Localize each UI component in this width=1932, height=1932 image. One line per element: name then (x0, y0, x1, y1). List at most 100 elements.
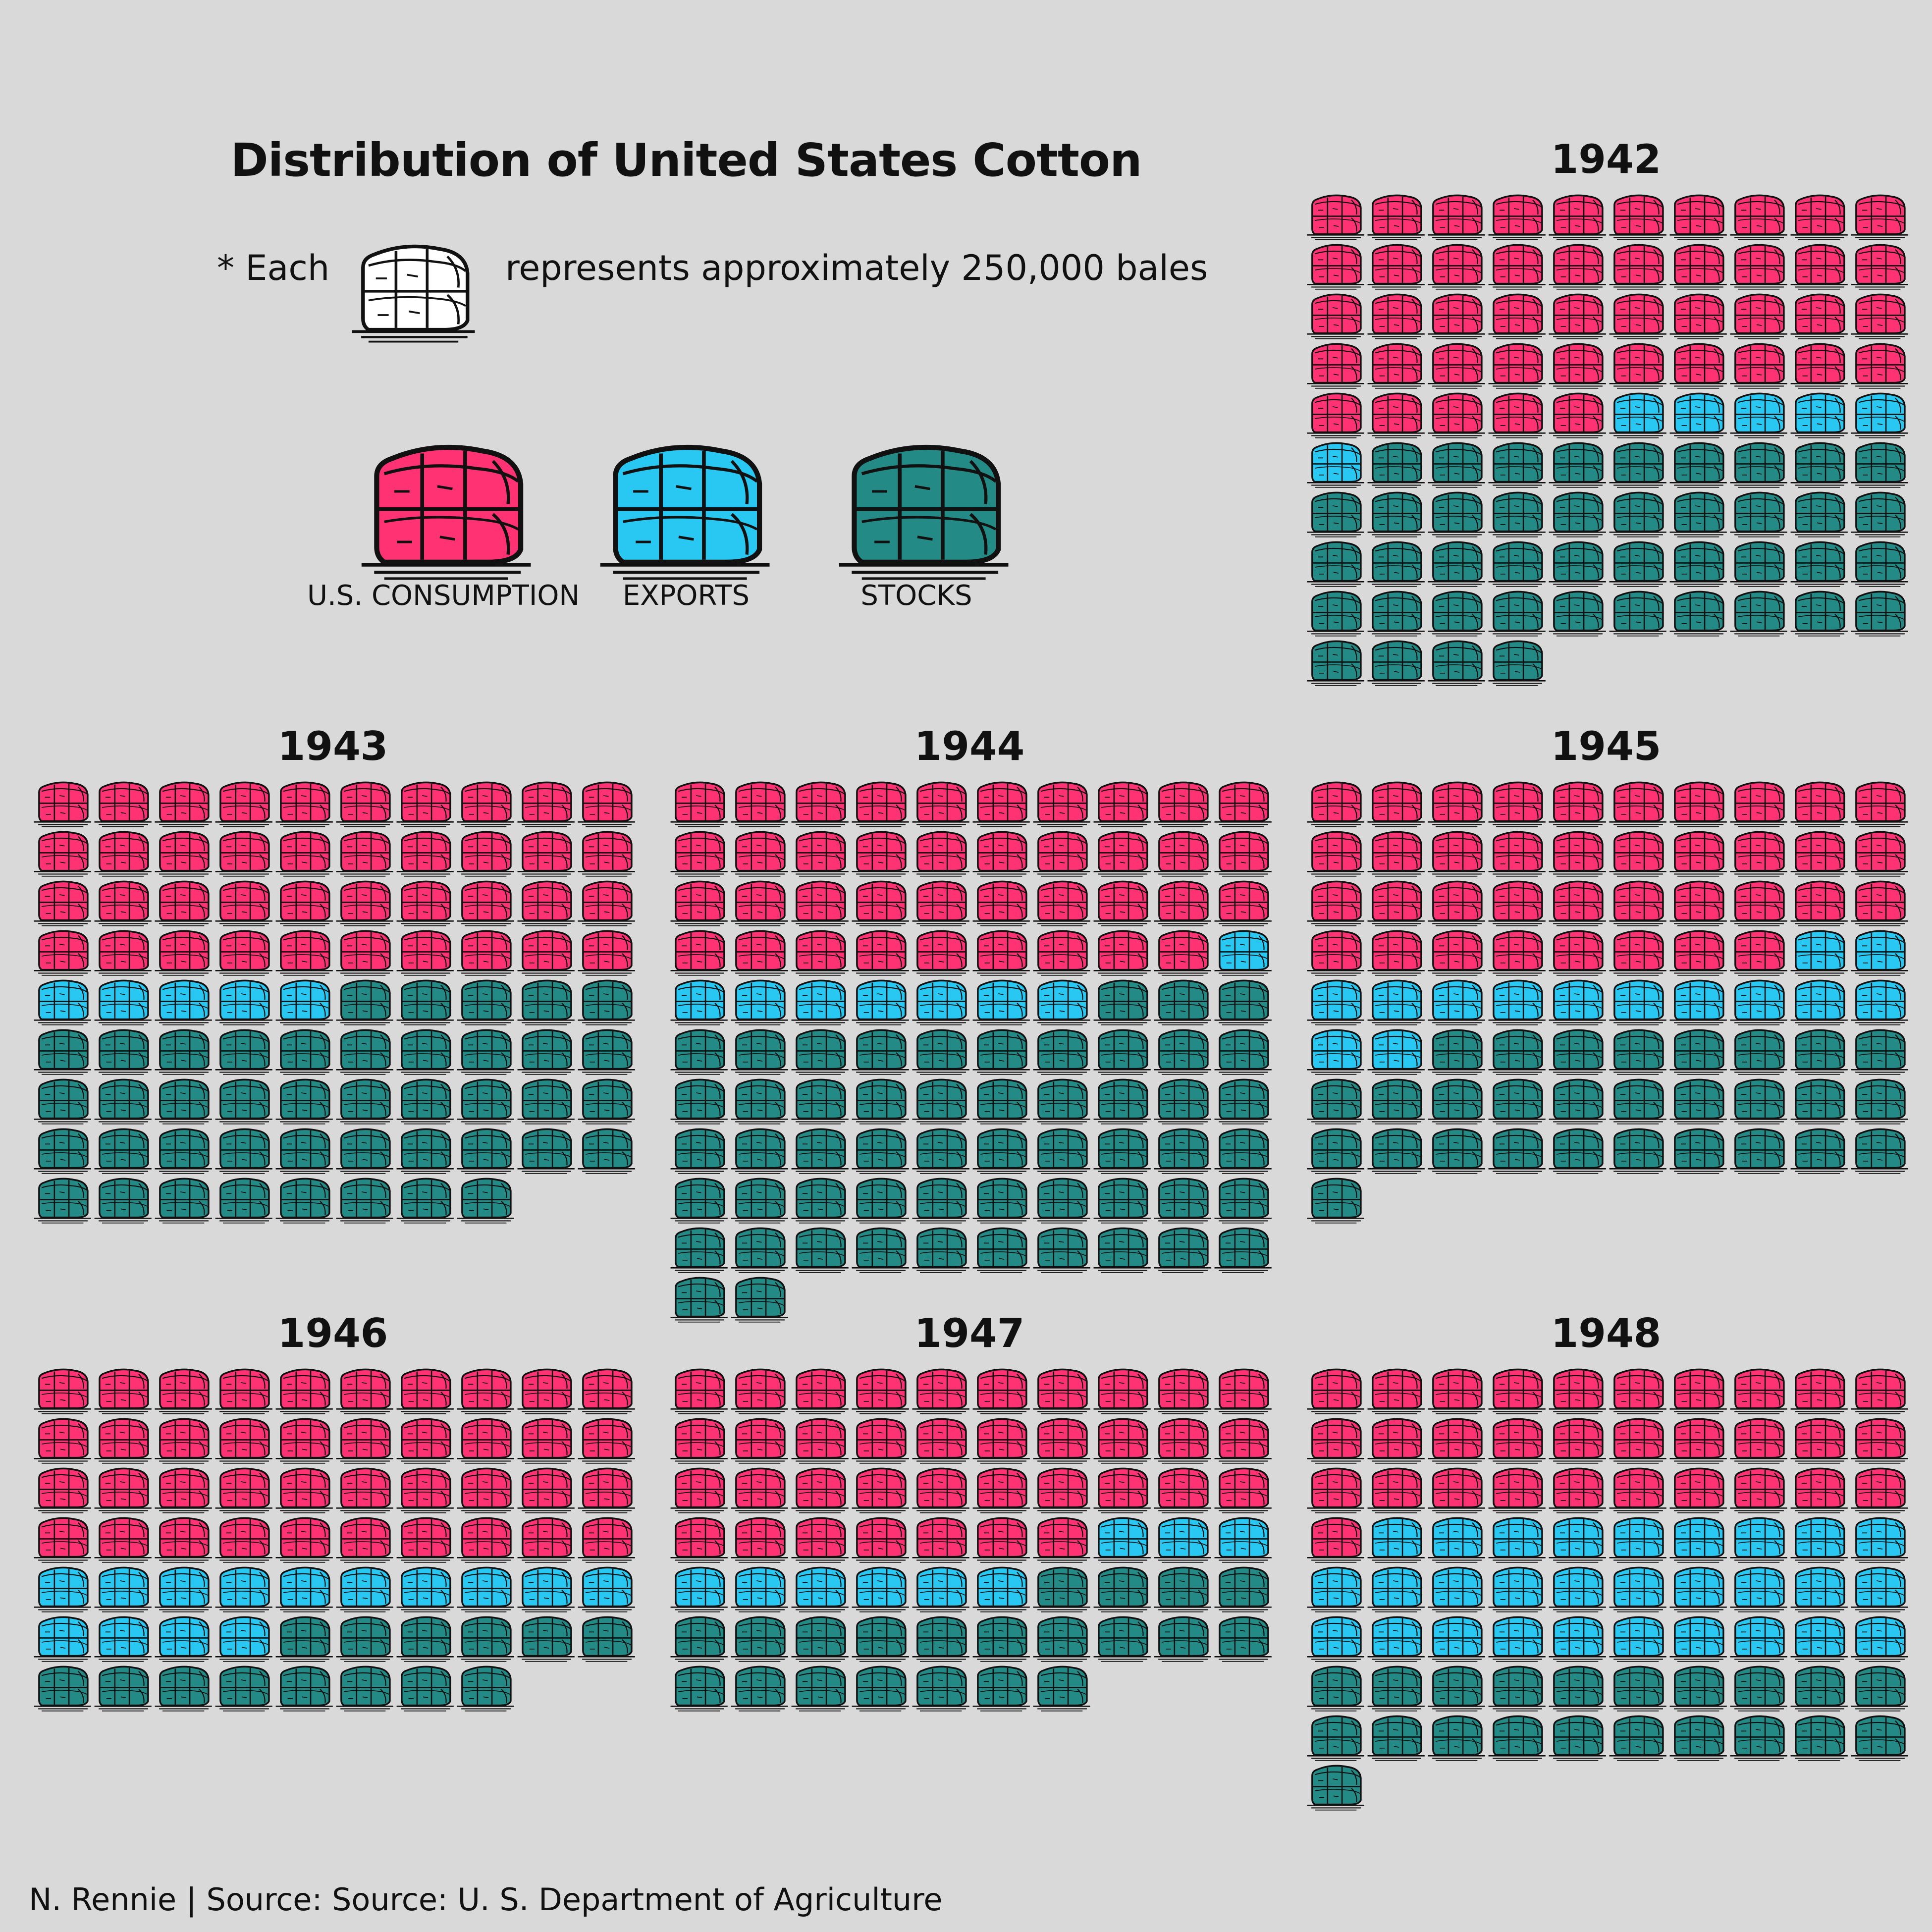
bale-icon-1944-consumption (971, 930, 1031, 976)
bale-icon-1944-consumption (1153, 781, 1212, 828)
bale-icon-1942-stocks (1608, 541, 1667, 588)
bale-icon-1945-exports (1306, 1029, 1365, 1075)
bale-icon-1944-stocks (669, 1078, 729, 1125)
bale-icon-1942-stocks (1548, 442, 1607, 488)
bale-icon-1943-stocks (214, 1029, 273, 1075)
bale-icon-1943-consumption (214, 831, 273, 877)
bale-icon-1942-consumption (1366, 194, 1426, 241)
bale-icon-1944-stocks (790, 1029, 850, 1075)
bale-icon-1944-consumption (669, 831, 729, 877)
bale-icon-1943-consumption (214, 880, 273, 927)
bale-icon-1945-consumption (1729, 930, 1788, 976)
bale-icon-1945-consumption (1729, 781, 1788, 828)
bale-icon-1943-consumption (274, 831, 334, 877)
bale-icon-1947-stocks (1032, 1566, 1091, 1613)
bale-icon-1945-exports (1789, 930, 1849, 976)
year-label-1947: 1947 (914, 1310, 1025, 1356)
bale-icon-1943-stocks (33, 1128, 92, 1175)
bale-icon-1946-consumption (93, 1368, 153, 1415)
bale-icon-1948-stocks (1366, 1715, 1426, 1762)
bale-icon-1944-stocks (1032, 1128, 1091, 1175)
bale-icon-1944-consumption (730, 831, 789, 877)
bale-icon-1944-stocks (971, 1078, 1031, 1125)
bale-icon-1944-consumption (971, 880, 1031, 927)
bale-icon-1943-stocks (154, 1029, 213, 1075)
bale-icon-1945-consumption (1366, 880, 1426, 927)
bale-icon-1946-consumption (516, 1418, 576, 1464)
bale-icon-1948-stocks (1729, 1715, 1788, 1762)
bale-icon-1946-exports (516, 1566, 576, 1613)
bale-icon-1945-consumption (1789, 831, 1849, 877)
bale-icon-1944-stocks (1032, 1178, 1091, 1224)
bale-icon-1942-consumption (1668, 343, 1728, 389)
bale-icon-1942-consumption (1850, 194, 1909, 241)
bale-icon-1947-consumption (851, 1517, 910, 1563)
legend-icons (352, 246, 1009, 579)
legend-icon-consumption (362, 447, 531, 579)
bale-icon-1944-stocks (971, 1227, 1031, 1274)
bale-icon-1942-consumption (1548, 293, 1607, 340)
bale-icon-1945-exports (1306, 979, 1365, 1026)
bale-icon-1947-consumption (1213, 1368, 1273, 1415)
bale-icon-1948-consumption (1850, 1368, 1909, 1415)
bale-icon-1946-stocks (335, 1616, 394, 1663)
bale-icon-1944-stocks (911, 1227, 970, 1274)
bale-icon-1945-stocks (1608, 1078, 1667, 1125)
bale-icon-1943-exports (33, 979, 92, 1026)
bale-icon-1942-stocks (1306, 640, 1365, 687)
bale-icon-1942-stocks (1487, 541, 1547, 588)
bale-icon-1944-exports (730, 979, 789, 1026)
bale-icon-1947-consumption (669, 1368, 729, 1415)
bale-icon-1945-stocks (1789, 1128, 1849, 1175)
bale-icon-1943-consumption (577, 880, 636, 927)
bale-icon-1948-exports (1427, 1566, 1486, 1613)
bale-icon-1948-exports (1850, 1566, 1909, 1613)
year-label-1948: 1948 (1551, 1310, 1662, 1356)
bale-icon-1946-stocks (335, 1665, 394, 1712)
bale-icon-1944-consumption (911, 831, 970, 877)
bale-icon-1942-stocks (1668, 590, 1728, 637)
bale-icon-1948-consumption (1487, 1418, 1547, 1464)
bale-icon-1947-consumption (790, 1418, 850, 1464)
bale-icon-1947-stocks (669, 1665, 729, 1712)
bale-icon-1948-exports (1668, 1566, 1728, 1613)
bale-icon-1943-stocks (335, 979, 394, 1026)
bale-icon-1946-consumption (395, 1467, 455, 1514)
bale-icon-1948-exports (1306, 1616, 1365, 1663)
bale-icon-1947-consumption (1213, 1467, 1273, 1514)
bale-icon-1947-consumption (790, 1517, 850, 1563)
bale-icon-1943-stocks (577, 979, 636, 1026)
bale-icon-1943-consumption (33, 781, 92, 828)
bale-icon-1942-consumption (1487, 343, 1547, 389)
bale-icon-1946-consumption (214, 1517, 273, 1563)
bale-icon-1948-exports (1608, 1616, 1667, 1663)
bale-icon-1942-consumption (1850, 343, 1909, 389)
bale-icon-1944-consumption (1153, 930, 1212, 976)
bale-icon-1945-consumption (1608, 781, 1667, 828)
bale-icon-1947-consumption (730, 1517, 789, 1563)
bale-icon-1944-consumption (1153, 831, 1212, 877)
bale-icon-1943-consumption (335, 781, 394, 828)
bale-icon-1943-stocks (395, 1128, 455, 1175)
bale-icon-1943-consumption (154, 831, 213, 877)
bale-icon-1942-stocks (1850, 491, 1909, 538)
bale-icon-1948-stocks (1366, 1665, 1426, 1712)
bale-icon-1944-stocks (971, 1178, 1031, 1224)
bale-icon-1943-consumption (93, 930, 153, 976)
bale-icon-1943-stocks (214, 1078, 273, 1125)
bale-icon-1942-stocks (1548, 590, 1607, 637)
bale-icon-1945-stocks (1366, 1078, 1426, 1125)
bale-icon-1946-consumption (33, 1368, 92, 1415)
bale-icon-1944-stocks (1153, 1029, 1212, 1075)
bale-icon-1947-consumption (730, 1467, 789, 1514)
bale-icon-1948-exports (1608, 1566, 1667, 1613)
bale-icon-1948-consumption (1306, 1418, 1365, 1464)
bale-icon-1948-stocks (1789, 1715, 1849, 1762)
bale-icon-1943-consumption (335, 880, 394, 927)
bale-icon-1945-stocks (1306, 1128, 1365, 1175)
bale-icon-1943-stocks (33, 1178, 92, 1224)
bale-icon-1942-stocks (1608, 491, 1667, 538)
bale-icon-1947-exports (1153, 1517, 1212, 1563)
bale-icon-1947-stocks (1092, 1566, 1152, 1613)
bale-icon-1946-consumption (214, 1368, 273, 1415)
